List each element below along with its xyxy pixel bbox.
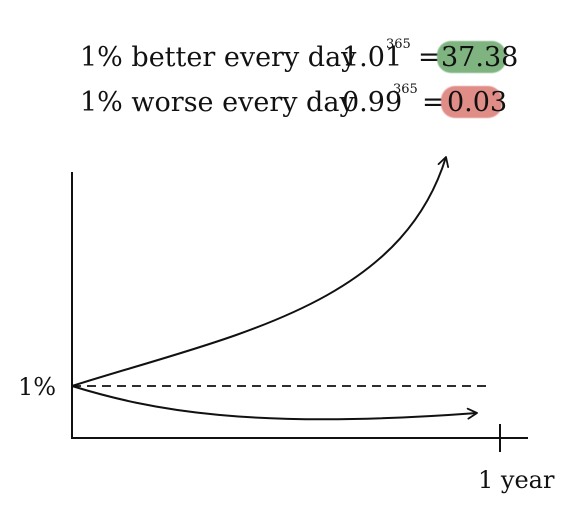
formula-better-label: 1% better every day	[80, 42, 357, 73]
x-axis-label-1-year: 1 year	[478, 466, 555, 494]
formula-worse-highlight	[441, 86, 502, 118]
formula-better-base: 1.01	[342, 42, 403, 73]
formula-better-highlight	[437, 41, 506, 73]
formula-worse-result: 0.03	[447, 87, 508, 118]
formula-better-exponent: 365	[386, 37, 411, 52]
formula-worse-exponent: 365	[393, 82, 418, 97]
formula-worse-label: 1% worse every day	[80, 87, 355, 118]
curve-better-arrow	[71, 156, 450, 387]
y-axis-label-1-percent: 1%	[18, 373, 56, 401]
curve-worse-arrow	[71, 385, 478, 421]
formula-worse-base: 0.99	[342, 87, 403, 118]
formula-better-equals: =	[418, 42, 441, 73]
formula-worse-equals: =	[422, 87, 445, 118]
formula-better-result: 37.38	[441, 42, 519, 73]
